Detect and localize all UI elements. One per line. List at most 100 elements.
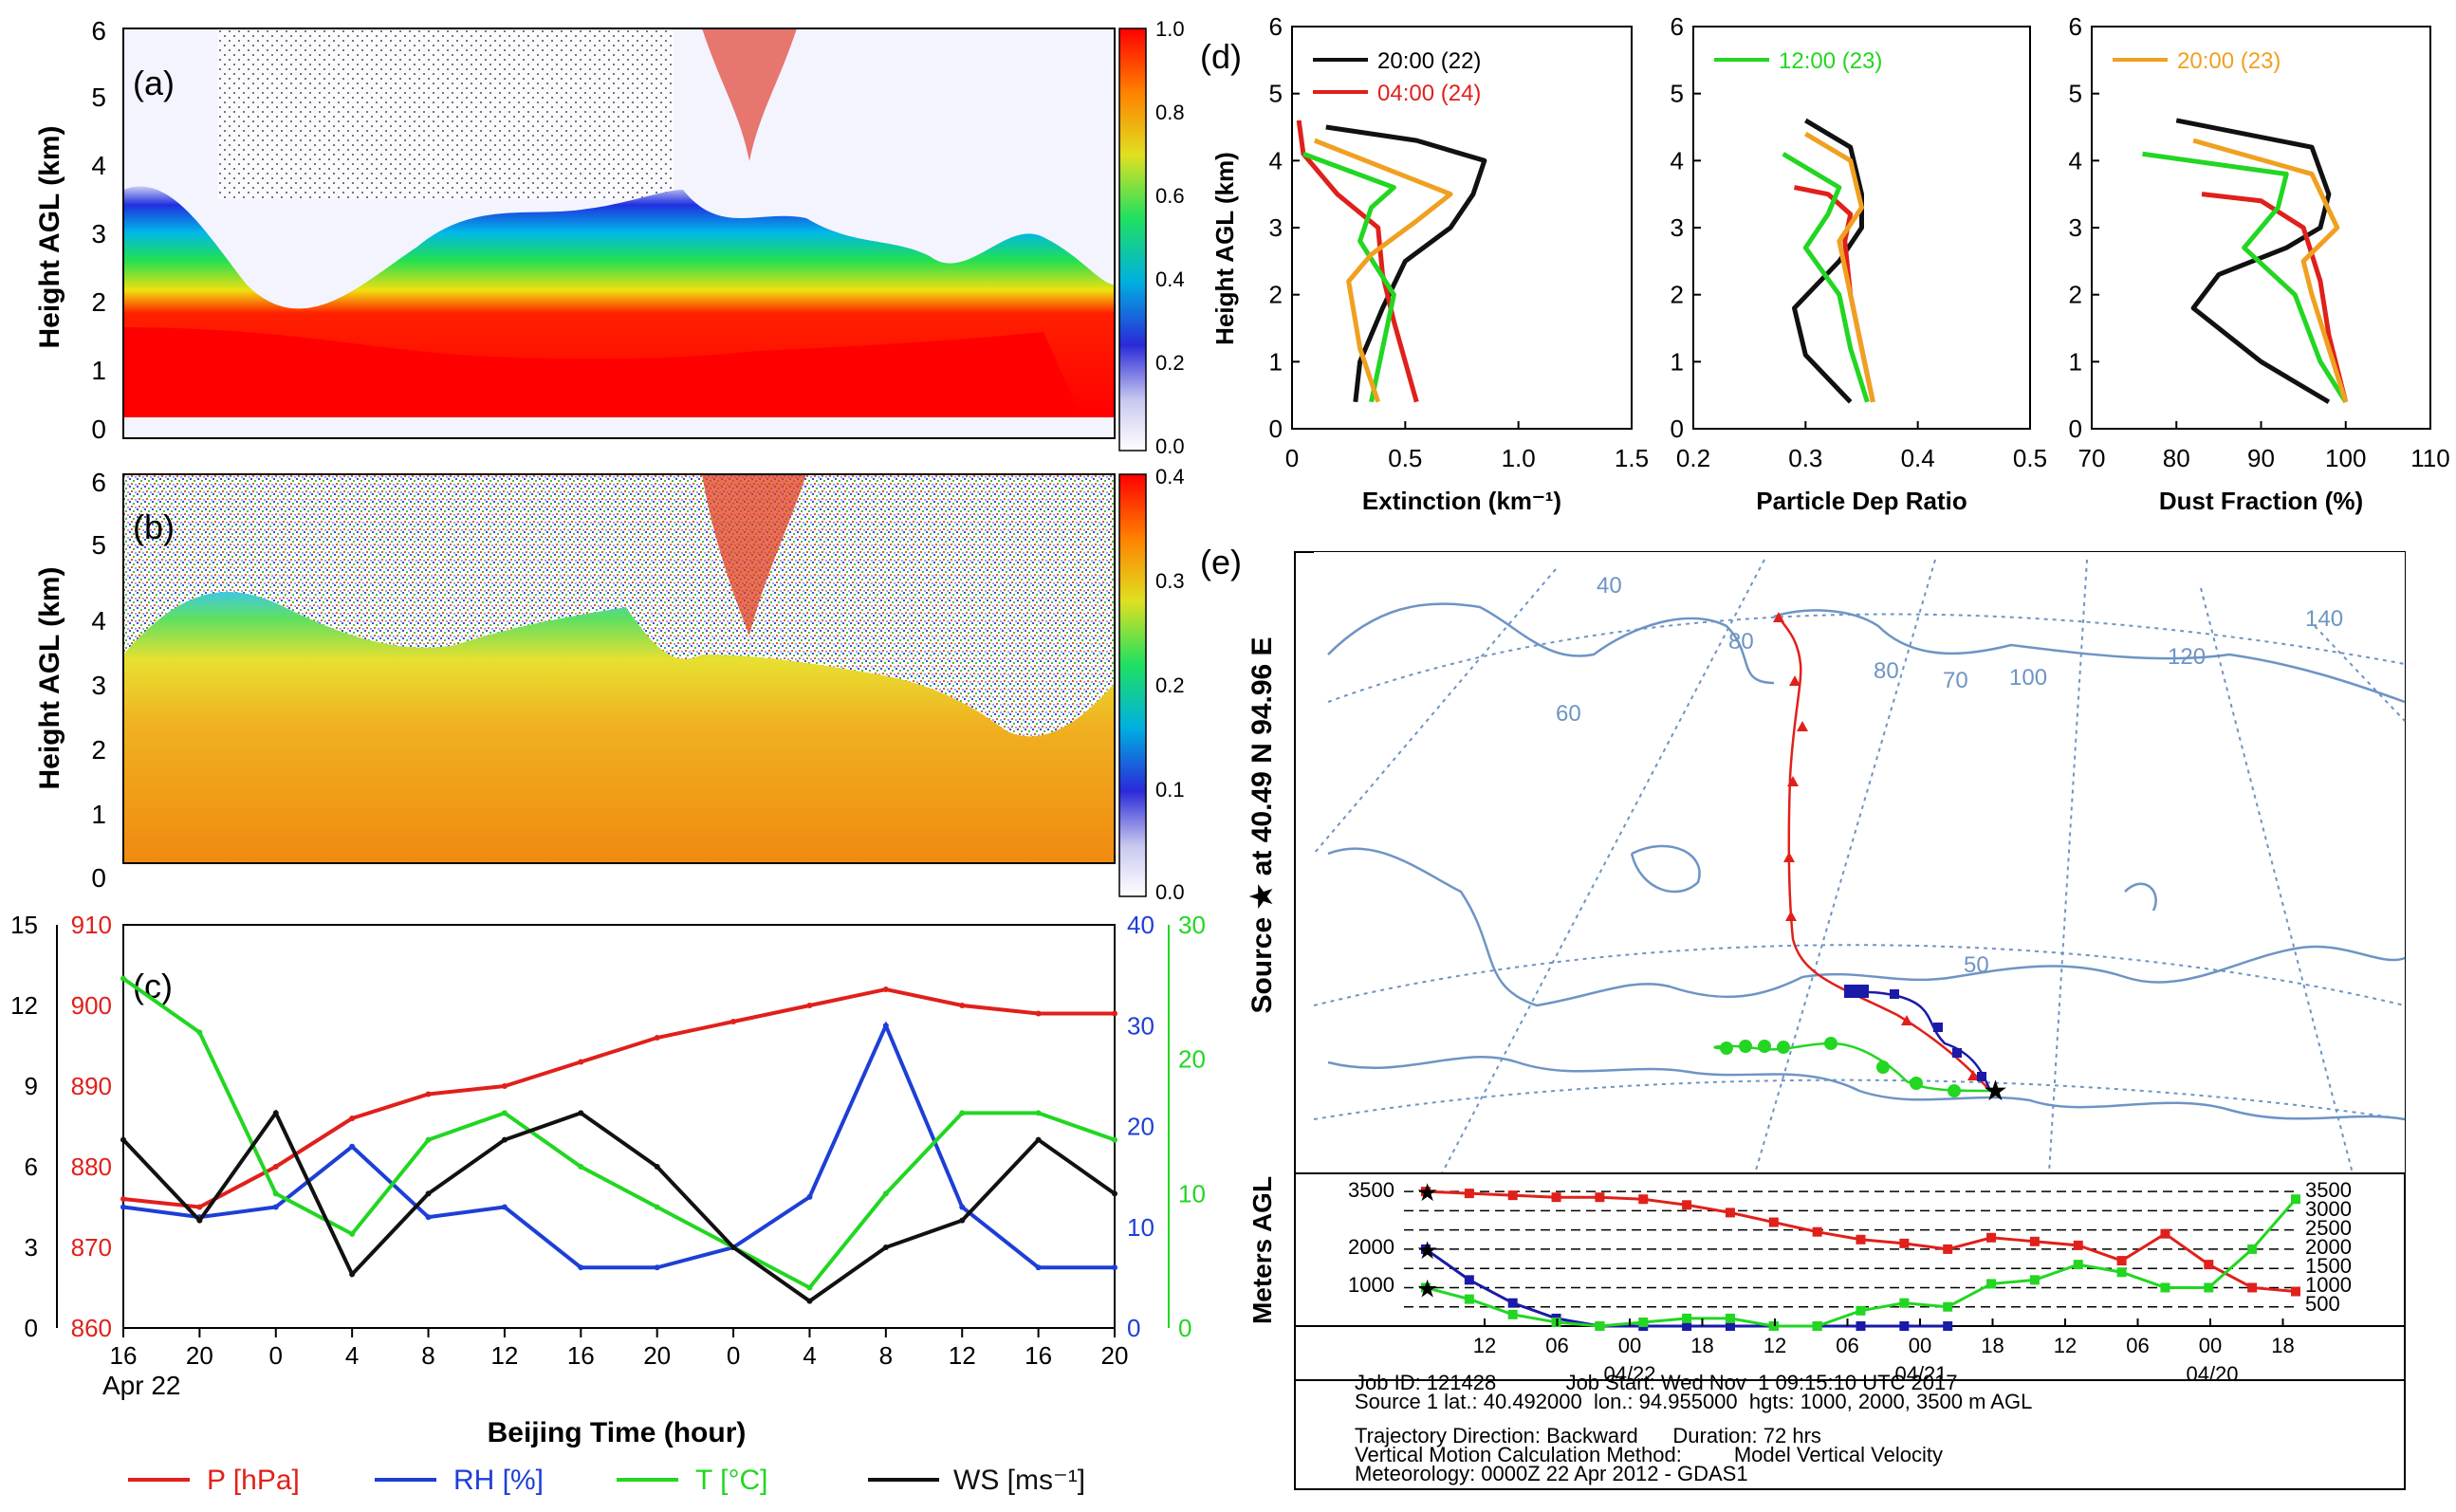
- series-point: [1112, 1010, 1117, 1017]
- legend-t-label: T [°C]: [695, 1465, 767, 1496]
- series-point: [196, 1029, 203, 1036]
- panel-c-series: [120, 975, 1117, 1304]
- y-tick: 1: [91, 356, 106, 385]
- height-marker: [1768, 1217, 1779, 1227]
- height-time-ticks: 12 06 00 18 12 06 00 18 12 06 00 18: [1473, 1318, 2295, 1357]
- y-tick-label: 4: [2069, 146, 2082, 175]
- colorbar-tick: 0.4: [1155, 465, 1185, 489]
- panel-b-plot-frame: [122, 473, 1116, 864]
- height-marker: [1507, 1309, 1518, 1319]
- y-tick-label: 6: [1269, 12, 1283, 41]
- panel-e: (e) Source ★ at 40.49 N 94.96 E: [1200, 543, 2406, 1490]
- x-tick-label: 90: [2247, 444, 2275, 472]
- colorbar-tick: 1.0: [1155, 17, 1185, 41]
- x-tick-label: 0.5: [1388, 444, 1422, 472]
- series-point: [425, 1190, 432, 1197]
- series-point: [120, 1196, 126, 1202]
- profile-line: [1325, 124, 1487, 403]
- map-label: 80: [1728, 629, 1754, 655]
- height-marker: [2073, 1260, 2083, 1270]
- profile-line: [1313, 138, 1453, 403]
- series-point: [882, 1023, 889, 1029]
- map-labels: 40 80 80 70 100 120 140 60 50: [1556, 573, 2343, 978]
- height-marker: [2247, 1244, 2258, 1254]
- time-tick-label: 00: [2199, 1334, 2222, 1357]
- colorbar-tick: 0.3: [1155, 569, 1185, 593]
- height-tick: 2500: [2305, 1216, 2352, 1240]
- y-tick: 3: [91, 219, 106, 249]
- height-marker: [1725, 1313, 1735, 1323]
- ws-tick: 15: [10, 911, 38, 939]
- map-label: 50: [1964, 952, 1989, 978]
- p-tick: 880: [71, 1152, 112, 1181]
- panel-c-xlabel: Beijing Time (hour): [488, 1417, 747, 1448]
- series-point: [806, 1298, 813, 1304]
- panel-c-date-label: Apr 22: [102, 1371, 181, 1400]
- series-line-2: [121, 977, 1116, 1291]
- series-point: [272, 1164, 279, 1170]
- panel-a-label: (a): [133, 64, 175, 102]
- series-point: [1035, 1136, 1042, 1143]
- info-line: Meteorology: 0000Z 22 Apr 2012 - GDAS1: [1355, 1462, 1748, 1485]
- series-point: [1112, 1264, 1117, 1271]
- y-tick: 2: [91, 735, 106, 765]
- series-point: [806, 1284, 813, 1291]
- y-tick-label: 1: [1269, 347, 1283, 376]
- series-point: [501, 1136, 508, 1143]
- height-marker: [1812, 1226, 1822, 1237]
- x-tick-label: 20: [1101, 1341, 1129, 1370]
- series-point: [882, 1190, 889, 1197]
- height-right-ticks: 3500 3000 2500 2000 1500 1000 500: [2305, 1178, 2352, 1316]
- x-tick-label: 0.4: [1901, 444, 1935, 472]
- x-tick-label: 8: [421, 1341, 434, 1370]
- y-tick: 5: [91, 83, 106, 112]
- trajectory-2000m-markers: [1844, 985, 1986, 1081]
- x-tick-label: 0: [727, 1341, 740, 1370]
- height-marker: [1725, 1208, 1735, 1218]
- panel-b-colorbar: [1118, 473, 1147, 897]
- series-point: [349, 1143, 356, 1150]
- y-tick-label: 3: [1269, 213, 1283, 242]
- series-point: [1035, 1264, 1042, 1271]
- height-marker: [1725, 1321, 1735, 1331]
- height-marker: [1595, 1192, 1605, 1203]
- colorbar-tick: 0.2: [1155, 673, 1185, 697]
- height-date-ticks: 04/22 04/21 04/20: [1603, 1362, 2238, 1386]
- panel-b-yticks: 0 1 2 3 4 5 6: [91, 468, 106, 893]
- y-tick-label: 2: [2069, 281, 2082, 309]
- rh-tick: 30: [1127, 1011, 1154, 1040]
- height-marker: [1595, 1321, 1605, 1331]
- map-label: 60: [1556, 701, 1581, 727]
- series-point: [272, 1190, 279, 1197]
- x-tick-label: 20: [186, 1341, 213, 1370]
- series-point: [425, 1214, 432, 1221]
- panel-d-ylabel: Height AGL (km): [1210, 152, 1239, 345]
- panel-d-plots: 0 1 2 3 4 5 6 0 0.5 1.0 1.5 Extinction (km⁻¹) 20:00 …: [1269, 12, 2450, 515]
- height-tick: 3500: [2305, 1178, 2352, 1202]
- y-tick-label: 0: [1269, 415, 1283, 443]
- series-point: [425, 1091, 432, 1097]
- ws-tick: 3: [25, 1233, 38, 1262]
- time-tick-label: 06: [1545, 1334, 1568, 1357]
- y-tick-label: 1: [1671, 347, 1684, 376]
- series-point: [730, 1019, 737, 1024]
- panel-b-label: (b): [133, 507, 175, 546]
- x-tick-label: 4: [803, 1341, 816, 1370]
- height-marker: [1507, 1298, 1518, 1308]
- p-tick: 860: [71, 1314, 112, 1342]
- rh-tick: 40: [1127, 911, 1154, 939]
- colorbar-tick: 0.0: [1155, 434, 1185, 458]
- legend-label: 20:00 (23): [2177, 48, 2281, 74]
- map-label: 40: [1597, 573, 1622, 599]
- panel-e-map: 40 80 80 70 100 120 140 60 50: [1313, 552, 2406, 1174]
- series-point: [501, 1110, 508, 1116]
- y-tick-label: 3: [1671, 213, 1684, 242]
- panel-a-colorbar-ticks: 0.0 0.2 0.4 0.6 0.8 1.0: [1155, 17, 1185, 458]
- x-tick-label: 12: [490, 1341, 518, 1370]
- y-tick: 0: [91, 863, 106, 893]
- colorbar-tick: 0.8: [1155, 101, 1185, 124]
- y-tick-label: 1: [2069, 347, 2082, 376]
- panel-a-yticks: 0 1 2 3 4 5 6: [91, 16, 106, 444]
- series-point: [882, 986, 889, 992]
- panel-b-ylabel: Height AGL (km): [34, 566, 65, 789]
